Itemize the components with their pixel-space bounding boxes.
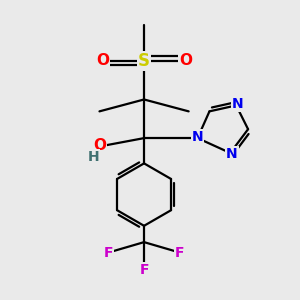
Text: F: F	[103, 245, 113, 260]
Text: H: H	[88, 150, 99, 164]
Text: N: N	[232, 97, 244, 111]
Text: S: S	[138, 52, 150, 70]
Text: N: N	[192, 130, 203, 144]
Text: F: F	[139, 263, 149, 278]
Text: O: O	[93, 138, 106, 153]
Text: O: O	[179, 53, 192, 68]
Text: F: F	[175, 245, 184, 260]
Text: N: N	[226, 148, 238, 161]
Text: O: O	[96, 53, 109, 68]
